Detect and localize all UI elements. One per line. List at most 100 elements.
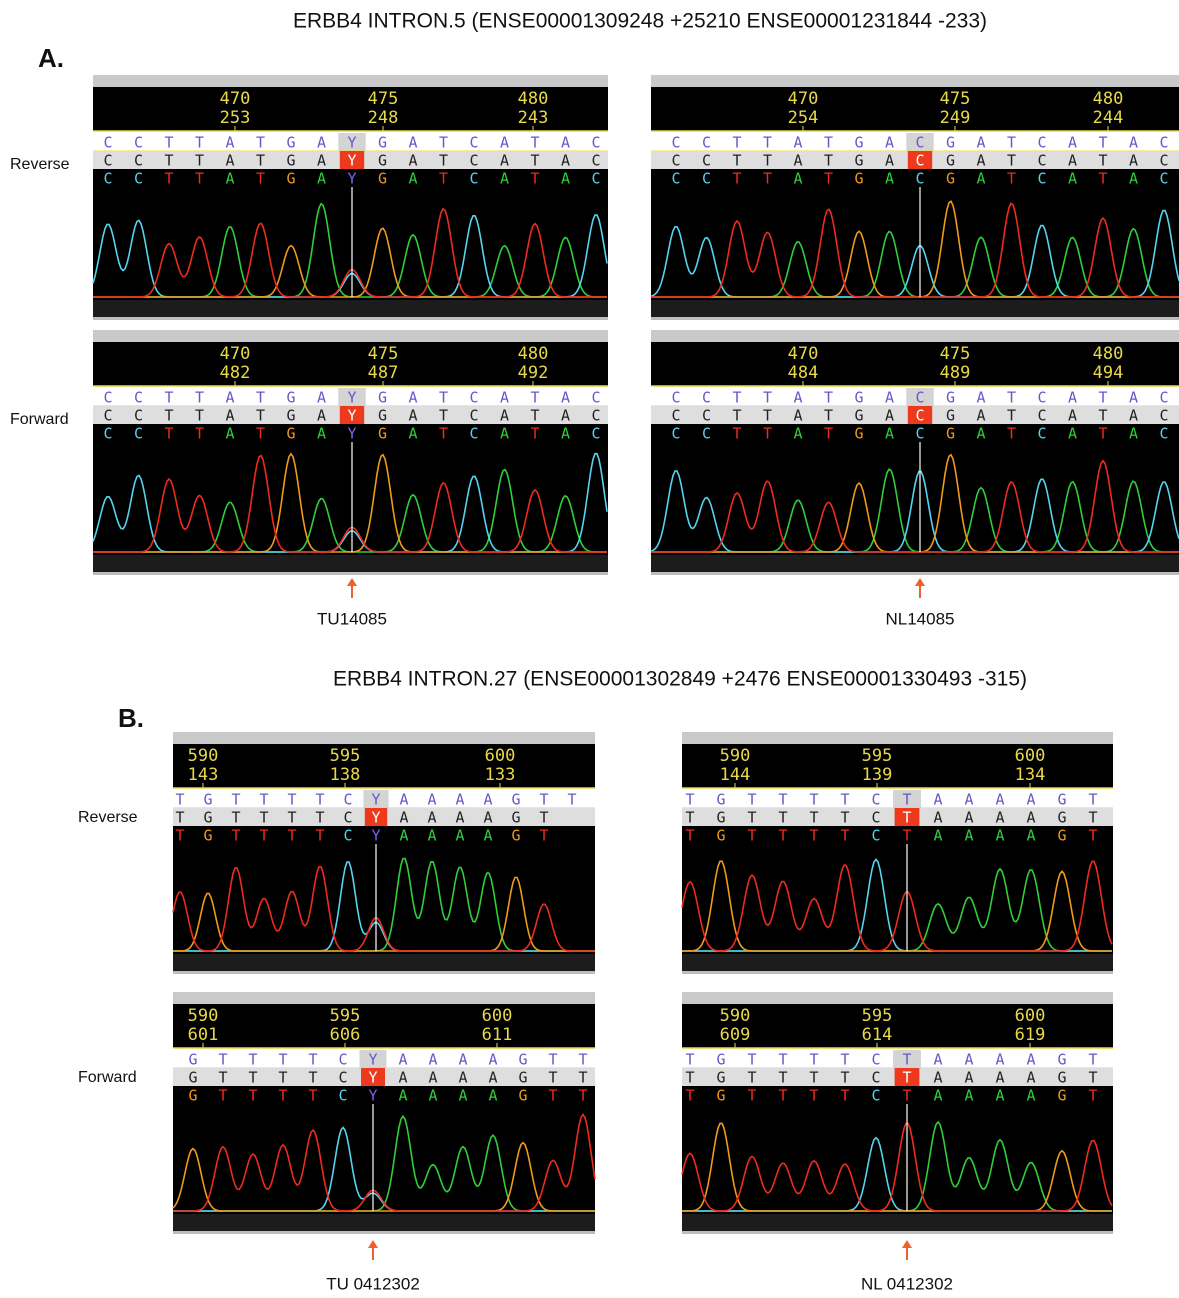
base-call: T: [1098, 152, 1107, 170]
scroll-bar-edge: [651, 572, 1179, 575]
arrow-head: [347, 578, 357, 586]
base-call: C: [1037, 170, 1046, 188]
base-call: C: [1159, 389, 1168, 407]
sample-label: NL14085: [885, 609, 954, 628]
base-call: T: [548, 1051, 557, 1069]
base-call: T: [530, 134, 539, 152]
base-call: T: [256, 170, 265, 188]
base-call: T: [840, 791, 849, 809]
base-call: T: [195, 170, 204, 188]
base-call: T: [539, 827, 548, 845]
base-call: T: [902, 791, 911, 809]
base-call: A: [428, 1051, 437, 1069]
base-call: A: [483, 809, 492, 827]
base-call: A: [964, 1051, 973, 1069]
base-call: G: [716, 1087, 725, 1105]
chromatogram-track: 590609595614600619TGTTTTCTAAAAGTTGTTTTCT…: [682, 992, 1113, 1234]
base-call: T: [175, 827, 184, 845]
base-call: C: [915, 425, 924, 443]
base-call: C: [591, 152, 600, 170]
base-call: T: [315, 809, 324, 827]
base-call: A: [885, 425, 894, 443]
scroll-frame: [651, 75, 1179, 87]
base-call: A: [793, 407, 802, 425]
strand-label: Reverse: [78, 809, 138, 826]
base-call: G: [286, 425, 295, 443]
base-call: T: [195, 389, 204, 407]
trace-area: [93, 187, 608, 300]
base-call: A: [793, 152, 802, 170]
sample-label: TU 0412302: [326, 1274, 420, 1293]
base-call: T: [778, 1069, 787, 1087]
base-call: C: [1037, 407, 1046, 425]
chromatogram-track: 590601595606600611GTTTTCYAAAAGTTGTTTTCYA…: [173, 992, 595, 1234]
base-call: T: [1088, 1087, 1097, 1105]
base-call: T: [763, 134, 772, 152]
base-call: T: [248, 1087, 257, 1105]
position-bottom: 619: [1015, 1025, 1046, 1045]
base-call: T: [248, 1069, 257, 1087]
position-bottom: 248: [368, 108, 399, 128]
base-call: C: [702, 425, 711, 443]
base-call: C: [871, 1069, 880, 1087]
base-call: A: [885, 407, 894, 425]
base-call: C: [871, 809, 880, 827]
base-call: C: [671, 389, 680, 407]
base-call: T: [902, 809, 911, 827]
base-call: C: [671, 152, 680, 170]
base-call: C: [103, 407, 112, 425]
base-call: C: [1159, 152, 1168, 170]
base-call: T: [530, 425, 539, 443]
base-call: G: [286, 152, 295, 170]
base-call: T: [840, 809, 849, 827]
base-call: G: [188, 1069, 197, 1087]
base-call: T: [824, 170, 833, 188]
base-call: A: [488, 1069, 497, 1087]
base-call: T: [256, 152, 265, 170]
base-call: A: [1068, 170, 1077, 188]
base-call: T: [1007, 425, 1016, 443]
base-call: A: [428, 1069, 437, 1087]
base-call: C: [1159, 134, 1168, 152]
base-call: T: [732, 152, 741, 170]
position-bottom: 609: [720, 1025, 751, 1045]
base-call: T: [1088, 1051, 1097, 1069]
base-call: A: [225, 425, 234, 443]
base-call: A: [1026, 809, 1035, 827]
base-call: A: [408, 389, 417, 407]
base-call: A: [225, 134, 234, 152]
base-call: A: [1129, 134, 1138, 152]
base-call: C: [469, 389, 478, 407]
base-call: A: [225, 407, 234, 425]
base-call: C: [343, 827, 352, 845]
base-call: C: [591, 134, 600, 152]
base-call: A: [483, 827, 492, 845]
base-call: G: [946, 389, 955, 407]
base-call: G: [854, 170, 863, 188]
base-call: T: [218, 1051, 227, 1069]
base-call: Y: [347, 134, 356, 152]
base-call: C: [103, 152, 112, 170]
base-call: Y: [347, 170, 356, 188]
base-call: G: [854, 425, 863, 443]
base-call: A: [1129, 425, 1138, 443]
base-call: T: [1098, 407, 1107, 425]
base-call: T: [778, 827, 787, 845]
base-call: T: [824, 152, 833, 170]
position-bottom: 243: [518, 108, 549, 128]
position-top: 590: [720, 746, 751, 766]
base-call: A: [317, 407, 326, 425]
base-call: C: [134, 152, 143, 170]
base-call: A: [458, 1051, 467, 1069]
base-call: T: [824, 389, 833, 407]
base-call: T: [256, 425, 265, 443]
base-call: A: [561, 389, 570, 407]
scroll-bar-edge: [173, 1231, 595, 1234]
base-call: C: [1159, 170, 1168, 188]
base-call: C: [871, 1087, 880, 1105]
base-call: T: [1098, 389, 1107, 407]
page: {"sections": [ {"label": "A.", "title": …: [0, 0, 1179, 1298]
base-call: T: [902, 1069, 911, 1087]
base-call: T: [685, 809, 694, 827]
